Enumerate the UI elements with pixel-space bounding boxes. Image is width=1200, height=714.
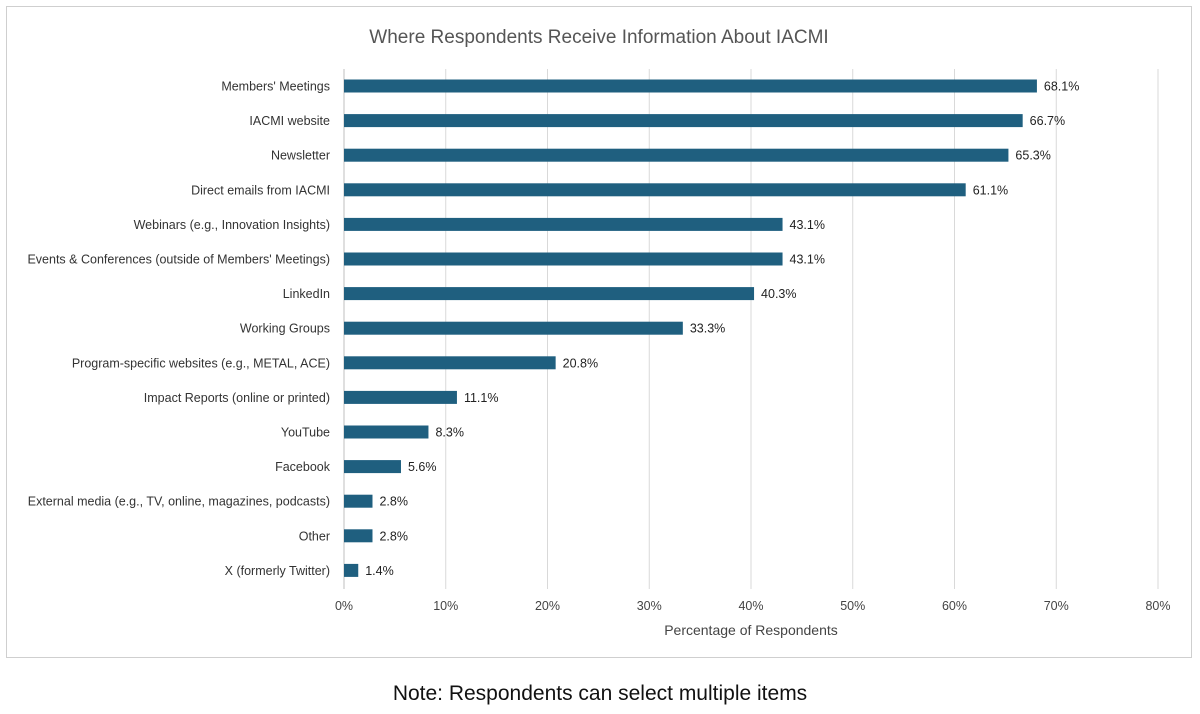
- data-label: 20.8%: [563, 356, 598, 370]
- bar: [344, 287, 755, 301]
- x-tick-label: 50%: [840, 599, 865, 613]
- bar: [344, 390, 457, 404]
- x-tick-label: 60%: [942, 599, 967, 613]
- data-label: 5.6%: [408, 460, 437, 474]
- data-label: 40.3%: [761, 287, 796, 301]
- data-label: 65.3%: [1015, 149, 1050, 163]
- category-label: Events & Conferences (outside of Members…: [27, 253, 330, 267]
- data-label: 43.1%: [790, 253, 825, 267]
- data-label: 66.7%: [1030, 114, 1065, 128]
- data-label: 2.8%: [379, 495, 408, 509]
- bar: [344, 494, 373, 508]
- x-tick-label: 0%: [335, 599, 353, 613]
- data-label: 11.1%: [464, 391, 499, 405]
- category-label: Newsletter: [271, 149, 330, 163]
- category-label: Webinars (e.g., Innovation Insights): [134, 218, 330, 232]
- bar: [344, 183, 966, 197]
- x-tick-label: 70%: [1044, 599, 1069, 613]
- bar-chart: 0% 10% 20% 30% 40% 50% 60% 70% 80% Percentage of …: [27, 69, 1171, 638]
- category-label: Program-specific websites (e.g., METAL, …: [72, 356, 330, 370]
- x-tick-label: 80%: [1145, 599, 1170, 613]
- bar: [344, 79, 1037, 93]
- x-tick-label: 40%: [738, 599, 763, 613]
- bar: [344, 217, 783, 231]
- bar: [344, 563, 359, 577]
- category-label: Members' Meetings: [221, 80, 330, 94]
- bar: [344, 321, 683, 335]
- x-tick-label: 20%: [535, 599, 560, 613]
- bar: [344, 425, 429, 439]
- chart-title: Where Respondents Receive Information Ab…: [369, 27, 829, 48]
- category-label: Other: [299, 529, 330, 543]
- category-label: Impact Reports (online or printed): [144, 391, 330, 405]
- data-label: 8.3%: [435, 426, 464, 440]
- data-label: 61.1%: [973, 183, 1008, 197]
- data-label: 2.8%: [379, 529, 408, 543]
- x-tick-label: 30%: [637, 599, 662, 613]
- data-label: 68.1%: [1044, 80, 1079, 94]
- bar: [344, 460, 401, 474]
- category-label: X (formerly Twitter): [225, 564, 330, 578]
- data-label: 1.4%: [365, 564, 394, 578]
- bar: [344, 114, 1023, 128]
- bar: [344, 356, 556, 370]
- x-tick-label: 10%: [433, 599, 458, 613]
- category-label: LinkedIn: [283, 287, 330, 301]
- bar: [344, 252, 783, 266]
- category-label: Direct emails from IACMI: [191, 183, 330, 197]
- x-axis-title: Percentage of Respondents: [664, 622, 838, 638]
- bar: [344, 148, 1009, 162]
- category-label: Working Groups: [240, 322, 330, 336]
- category-label: External media (e.g., TV, online, magazi…: [28, 495, 330, 509]
- data-label: 33.3%: [690, 322, 725, 336]
- chart-note: Note: Respondents can select multiple it…: [392, 682, 808, 705]
- category-label: YouTube: [281, 426, 330, 440]
- category-label: IACMI website: [249, 114, 330, 128]
- data-label: 43.1%: [790, 218, 825, 232]
- bar: [344, 529, 373, 543]
- category-label: Facebook: [275, 460, 331, 474]
- chart-frame: Where Respondents Receive Information Ab…: [6, 6, 1192, 658]
